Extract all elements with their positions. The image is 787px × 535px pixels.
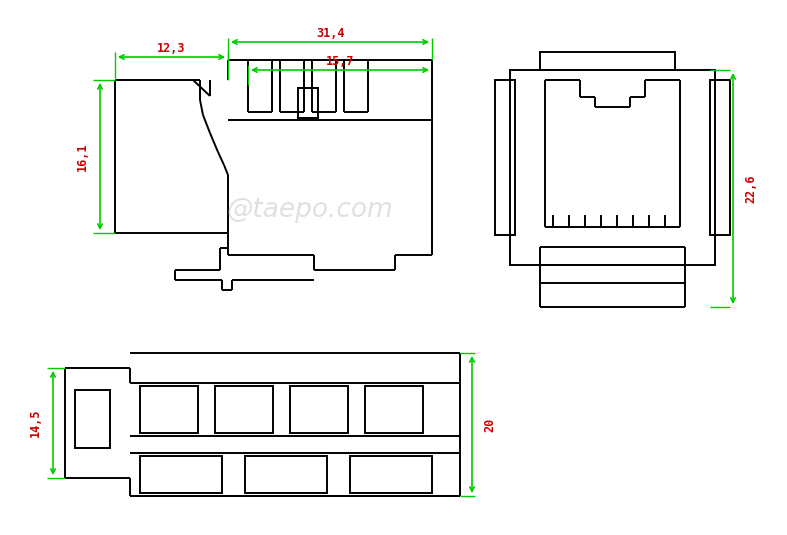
Text: @taepo.com: @taepo.com [227,197,394,223]
Text: 16,1: 16,1 [76,142,88,171]
Text: 12,3: 12,3 [157,42,186,55]
Bar [495,80,515,235]
Text: 20: 20 [483,417,497,432]
Bar [140,456,222,493]
Bar [140,386,198,433]
Bar [710,80,730,235]
Text: 14,5: 14,5 [28,409,42,437]
Text: 15,7: 15,7 [326,55,354,67]
Bar [350,456,432,493]
Bar [215,386,273,433]
Bar [75,390,110,448]
Bar [298,88,318,118]
Text: 31,4: 31,4 [316,27,344,40]
Bar [540,52,675,70]
Text: 22,6: 22,6 [745,174,758,203]
Bar [365,386,423,433]
Bar [510,70,715,265]
Bar [245,456,327,493]
Bar [290,386,348,433]
